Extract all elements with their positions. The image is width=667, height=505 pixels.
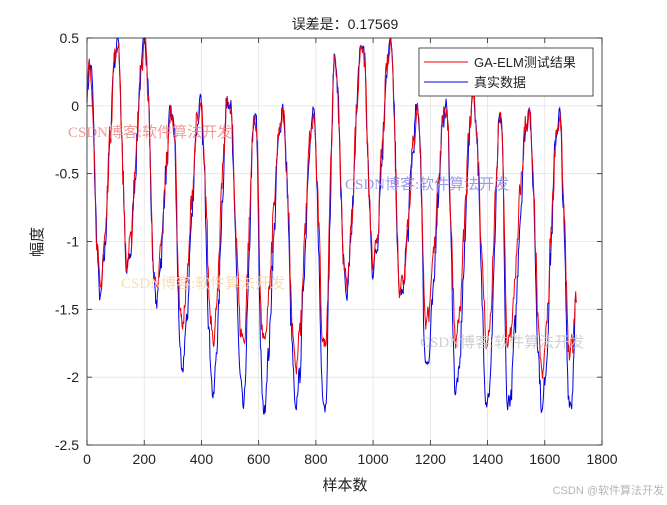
watermark-2: CSDN博客:软件算法开发 [345,175,509,193]
watermark-4: CSDN博客:软件算法开发 [420,333,584,351]
y-tick-label: -1.5 [55,301,79,317]
watermark-1: CSDN博客:软件算法开发 [68,123,232,141]
x-tick-label: 400 [190,451,214,467]
watermark-3: CSDN博客:软件算法开发 [121,274,285,292]
x-tick-label: 800 [304,451,328,467]
legend-label-ga-elm: GA-ELM测试结果 [474,55,576,70]
legend-box [418,47,594,97]
y-axis-label: 幅度 [29,227,46,257]
y-tick-label: 0.5 [60,30,80,46]
series-group [86,36,577,415]
x-tick-label: 1600 [529,451,560,467]
x-axis-label: 样本数 [322,477,367,494]
x-tick-label: 1400 [472,451,503,467]
x-tick-label: 1800 [586,451,617,467]
x-tick-label: 0 [83,451,91,467]
x-tick-label: 600 [247,451,271,467]
x-tick-label: 1000 [358,451,389,467]
legend-label-true-data: 真实数据 [474,75,526,90]
ticks: 0 200 400 600 800 1000 1200 1400 1600 1800 -2.5 -2 -… [55,30,618,467]
y-tick-label: 0 [71,98,79,114]
footer-watermark: CSDN @软件算法开发 [553,483,664,497]
x-tick-label: 1200 [415,451,446,467]
x-tick-label: 200 [133,451,157,467]
y-tick-label: -2 [67,369,80,385]
y-tick-label: -0.5 [55,166,79,182]
series-line-ga-elm [86,36,577,379]
y-tick-label: -2.5 [55,437,79,453]
chart-title: 误差是：0.17569 [292,16,399,32]
watermarks: CSDN博客:软件算法开发 CSDN博客:软件算法开发 CSDN博客:软件算法开… [68,123,584,351]
y-tick-label: -1 [67,234,80,250]
legend[interactable]: GA-ELM测试结果 真实数据 [418,47,594,97]
